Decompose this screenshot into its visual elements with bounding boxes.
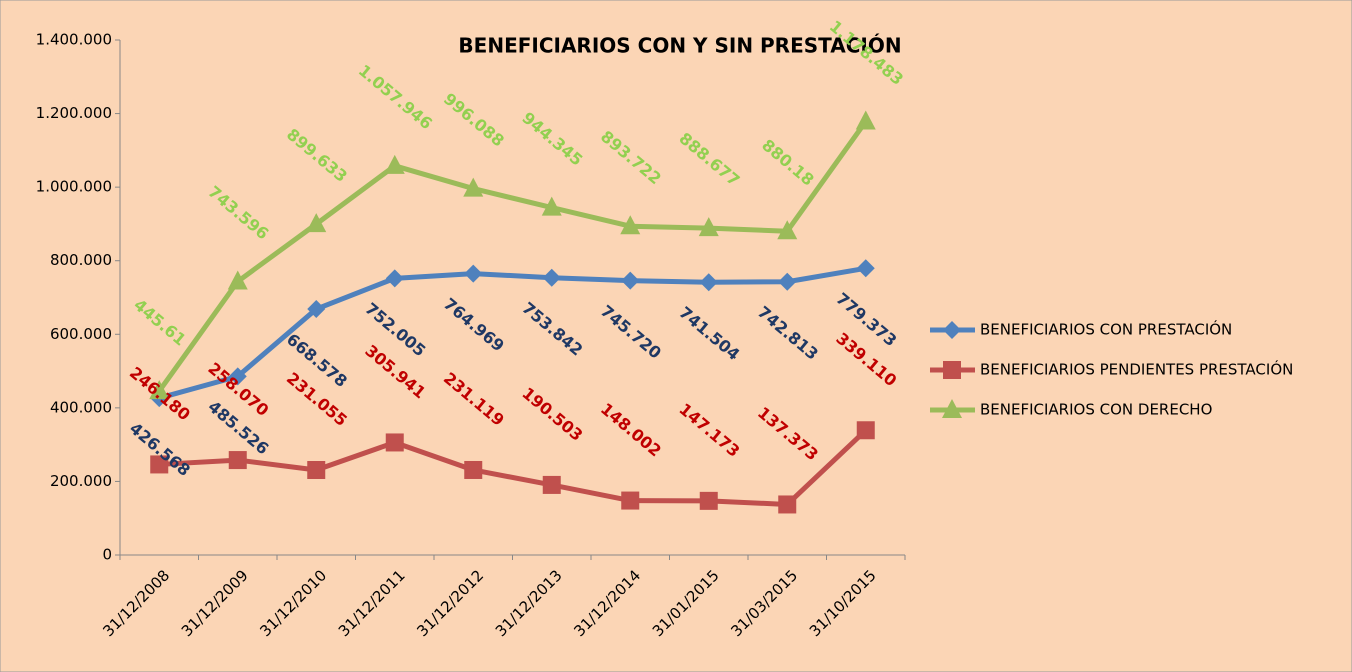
chart-title: BENEFICIARIOS CON Y SIN PRESTACIÓN xyxy=(458,34,901,58)
marker xyxy=(150,455,169,474)
marker xyxy=(542,475,561,494)
marker xyxy=(620,215,641,235)
marker xyxy=(621,271,640,290)
legend-marker xyxy=(942,399,962,418)
marker xyxy=(227,270,248,290)
legend-label: BENEFICIARIOS PENDIENTES PRESTACIÓN xyxy=(980,360,1293,379)
marker xyxy=(541,196,562,216)
marker xyxy=(778,495,797,514)
marker xyxy=(778,272,797,291)
marker xyxy=(464,460,483,479)
marker xyxy=(621,491,640,510)
marker xyxy=(698,217,719,237)
legend-label: BENEFICIARIOS CON PRESTACIÓN xyxy=(980,320,1232,339)
y-tick-label: 600.000 xyxy=(50,325,112,343)
marker xyxy=(856,421,875,440)
y-tick-label: 1.000.000 xyxy=(36,178,112,196)
marker xyxy=(149,380,170,400)
marker xyxy=(855,110,876,130)
y-tick-label: 1.200.000 xyxy=(36,104,112,122)
line xyxy=(157,120,868,393)
marker xyxy=(463,177,484,197)
marker xyxy=(542,268,561,287)
marker xyxy=(307,300,326,319)
y-tick-label: 1.400.000 xyxy=(36,31,112,49)
line xyxy=(159,428,868,507)
y-tick-label: 200.000 xyxy=(50,472,112,490)
marker xyxy=(228,367,247,386)
marker xyxy=(464,264,483,283)
marker xyxy=(856,259,875,278)
line xyxy=(158,265,867,401)
y-tick-label: 800.000 xyxy=(50,251,112,269)
marker xyxy=(384,154,405,174)
y-tick-label: 0 xyxy=(102,546,112,564)
marker xyxy=(228,451,247,470)
y-tick-label: 400.000 xyxy=(50,398,112,416)
marker xyxy=(307,461,326,480)
marker xyxy=(777,220,798,240)
marker xyxy=(699,273,718,292)
marker xyxy=(699,491,718,510)
marker xyxy=(385,269,404,288)
marker xyxy=(306,213,327,233)
marker xyxy=(385,433,404,452)
legend-label: BENEFICIARIOS CON DERECHO xyxy=(980,401,1212,419)
legend-marker xyxy=(943,321,961,339)
legend-marker xyxy=(943,361,961,379)
